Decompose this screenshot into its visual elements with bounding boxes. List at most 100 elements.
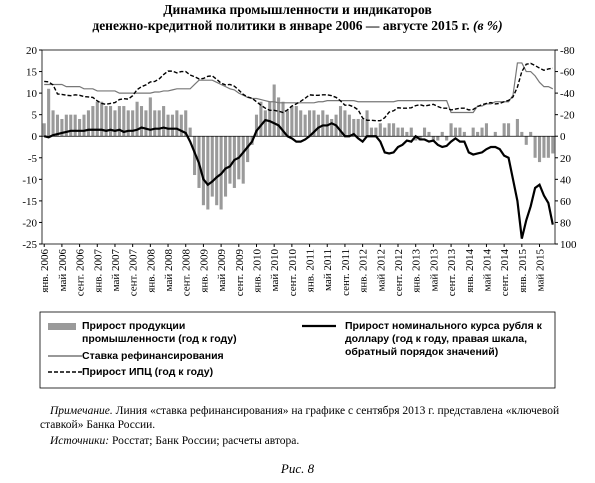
y-tick-label: 0	[32, 131, 38, 143]
y-tick-label: -20	[22, 217, 37, 229]
bar	[449, 123, 453, 137]
bar	[537, 136, 542, 163]
bar	[47, 88, 51, 137]
bar	[241, 136, 245, 184]
legend-label: Прирост продукции промышленности (год к …	[82, 320, 237, 345]
note: Примечание. Линия «ставка рефинансирован…	[40, 404, 560, 432]
bar	[268, 101, 272, 137]
bar	[157, 110, 161, 137]
bar	[436, 136, 440, 141]
bar	[117, 106, 121, 137]
y-tick-label: 15	[26, 67, 38, 79]
x-tick-label: сент. 2014	[499, 249, 511, 297]
y-tick-label: -10	[22, 174, 37, 186]
x-tick-label: май 2010	[269, 249, 281, 292]
bar	[338, 106, 343, 137]
bar	[166, 114, 170, 137]
x-tick-label: сент. 2013	[446, 249, 458, 297]
bar	[131, 110, 135, 137]
bar	[308, 110, 312, 137]
bar	[73, 114, 77, 137]
bar	[405, 131, 409, 137]
chart-subtitle: денежно-кредитной политики в январе 2006…	[92, 18, 470, 33]
bar	[396, 127, 400, 137]
bar	[259, 101, 263, 137]
bar	[206, 136, 210, 210]
bar	[515, 118, 519, 137]
x-tick-label: май 2015	[535, 249, 547, 292]
bar	[493, 131, 497, 137]
bar	[290, 106, 294, 137]
bar	[387, 123, 391, 137]
y2-tick-label: 100	[560, 239, 577, 251]
bar	[484, 123, 489, 137]
bar	[78, 118, 82, 137]
bar	[533, 136, 537, 158]
bar	[427, 131, 431, 137]
bar	[343, 110, 347, 137]
bar	[91, 106, 95, 137]
bar	[281, 101, 285, 137]
bar	[524, 136, 528, 145]
x-tick-label: сент. 2008	[181, 249, 193, 297]
bar	[440, 131, 444, 137]
y2-tick-label: -40	[560, 88, 575, 100]
bar	[153, 110, 157, 137]
x-tick-label: сент. 2010	[287, 249, 299, 297]
bar	[476, 131, 480, 137]
bar	[414, 136, 418, 141]
bar	[223, 136, 228, 197]
bar	[64, 114, 68, 137]
x-tick-label: май 2007	[110, 249, 122, 292]
bar	[347, 114, 351, 137]
y-tick-label: -5	[28, 153, 38, 165]
x-tick-label: янв. 2007	[92, 249, 104, 293]
x-tick-label: май 2013	[428, 249, 440, 292]
y2-tick-label: 0	[560, 131, 566, 143]
y2-tick-label: 80	[560, 217, 572, 229]
bar	[263, 110, 267, 137]
series-line	[43, 118, 554, 239]
bar	[254, 114, 259, 137]
bar	[316, 114, 320, 137]
sources-text: Росстат; Банк России; расчеты автора.	[111, 435, 300, 447]
x-tick-label: сент. 2009	[234, 249, 246, 297]
x-tick-label: май 2006	[57, 249, 69, 292]
bar	[400, 127, 404, 137]
x-tick-label: янв. 2006	[39, 249, 51, 293]
bar	[546, 136, 550, 158]
bar	[285, 110, 289, 137]
bar	[201, 136, 205, 206]
bar	[542, 136, 546, 158]
note-text: Линия «ставка рефинансирования» на графи…	[40, 405, 560, 431]
bar	[471, 127, 475, 137]
bar	[303, 114, 307, 137]
x-tick-label: янв. 2012	[358, 249, 370, 293]
bar	[409, 127, 413, 137]
legend-box	[39, 311, 556, 389]
y2-tick-label: -20	[560, 110, 575, 122]
legend-label: Прирост номинального курса рубля к долла…	[345, 320, 542, 358]
legend-label: Ставка рефинансирования	[82, 350, 224, 362]
bar	[148, 97, 152, 137]
bar	[520, 131, 524, 137]
x-tick-label: май 2011	[322, 249, 334, 291]
y2-tick-label: 20	[560, 153, 572, 165]
bar	[188, 127, 192, 137]
bar	[383, 127, 387, 137]
y-tick-label: 10	[26, 88, 38, 100]
bar	[100, 101, 104, 137]
bar	[374, 127, 378, 137]
bar	[246, 136, 250, 163]
bar	[529, 131, 533, 137]
bar	[184, 110, 188, 137]
bar	[193, 136, 197, 176]
bar	[462, 131, 466, 137]
bar	[126, 110, 130, 137]
x-tick-label: сент. 2006	[75, 249, 87, 297]
bar	[361, 118, 365, 137]
chart-title: Динамика промышленности и индикаторов	[163, 2, 432, 17]
bar	[299, 110, 303, 137]
